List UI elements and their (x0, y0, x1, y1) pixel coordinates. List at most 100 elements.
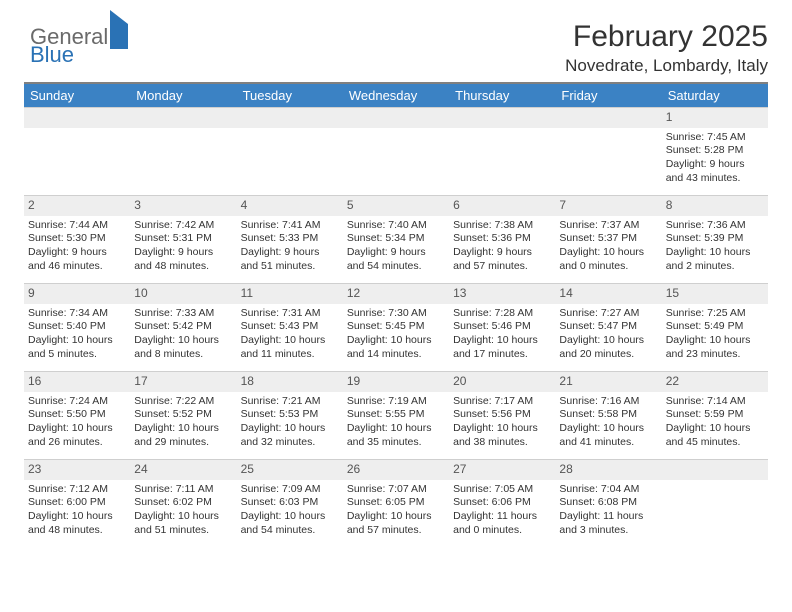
sunrise-text: Sunrise: 7:09 AM (241, 483, 339, 497)
day-body: Sunrise: 7:38 AMSunset: 5:36 PMDaylight:… (449, 216, 555, 278)
day-cell: 5Sunrise: 7:40 AMSunset: 5:34 PMDaylight… (343, 195, 449, 279)
day-body: Sunrise: 7:04 AMSunset: 6:08 PMDaylight:… (555, 480, 661, 542)
sunrise-text: Sunrise: 7:25 AM (666, 307, 764, 321)
daylight-text: Daylight: 11 hours and 0 minutes. (453, 510, 551, 537)
day-number: 17 (130, 371, 236, 392)
day-cell (662, 459, 768, 543)
sunrise-text: Sunrise: 7:16 AM (559, 395, 657, 409)
brand-logo: General Blue (30, 26, 128, 66)
daylight-text: Daylight: 10 hours and 54 minutes. (241, 510, 339, 537)
daylight-text: Daylight: 10 hours and 29 minutes. (134, 422, 232, 449)
day-cell: 1Sunrise: 7:45 AMSunset: 5:28 PMDaylight… (662, 107, 768, 191)
day-number: 21 (555, 371, 661, 392)
day-number: 23 (24, 459, 130, 480)
day-body: Sunrise: 7:14 AMSunset: 5:59 PMDaylight:… (662, 392, 768, 454)
day-cell (449, 107, 555, 191)
daylight-text: Daylight: 10 hours and 35 minutes. (347, 422, 445, 449)
daylight-text: Daylight: 10 hours and 51 minutes. (134, 510, 232, 537)
day-cell: 11Sunrise: 7:31 AMSunset: 5:43 PMDayligh… (237, 283, 343, 367)
day-body: Sunrise: 7:11 AMSunset: 6:02 PMDaylight:… (130, 480, 236, 542)
day-number (662, 459, 768, 480)
day-body: Sunrise: 7:07 AMSunset: 6:05 PMDaylight:… (343, 480, 449, 542)
day-number (237, 107, 343, 128)
sunset-text: Sunset: 5:45 PM (347, 320, 445, 334)
daylight-text: Daylight: 10 hours and 45 minutes. (666, 422, 764, 449)
sunset-text: Sunset: 5:49 PM (666, 320, 764, 334)
sunset-text: Sunset: 6:02 PM (134, 496, 232, 510)
dow-monday: Monday (130, 84, 236, 107)
day-cell: 27 Sunrise: 7:05 AMSunset: 6:06 PMDayligh… (449, 459, 555, 543)
day-cell (24, 107, 130, 191)
day-body: Sunrise: 7:17 AMSunset: 5:56 PMDaylight:… (449, 392, 555, 454)
sunset-text: Sunset: 5:52 PM (134, 408, 232, 422)
day-body: Sunrise: 7:45 AMSunset: 5:28 PMDaylight:… (662, 128, 768, 190)
sunset-text: Sunset: 6:06 PM (453, 496, 551, 510)
day-body: Sunrise: 7:37 AMSunset: 5:37 PMDaylight:… (555, 216, 661, 278)
day-cell: 25Sunrise: 7:09 AMSunset: 6:03 PMDayligh… (237, 459, 343, 543)
sunset-text: Sunset: 5:39 PM (666, 232, 764, 246)
page-title: February 2025 (565, 20, 768, 54)
dow-wednesday: Wednesday (343, 84, 449, 107)
day-cell: 22Sunrise: 7:14 AMSunset: 5:59 PMDayligh… (662, 371, 768, 455)
daylight-text: Daylight: 10 hours and 8 minutes. (134, 334, 232, 361)
sunrise-text: Sunrise: 7:38 AM (453, 219, 551, 233)
day-number: 27 (449, 459, 555, 480)
daylight-text: Daylight: 10 hours and 11 minutes. (241, 334, 339, 361)
daylight-text: Daylight: 9 hours and 48 minutes. (134, 246, 232, 273)
sunrise-text: Sunrise: 7:34 AM (28, 307, 126, 321)
day-cell: 28Sunrise: 7:04 AMSunset: 6:08 PMDayligh… (555, 459, 661, 543)
day-number (130, 107, 236, 128)
sunset-text: Sunset: 5:37 PM (559, 232, 657, 246)
daylight-text: Daylight: 10 hours and 23 minutes. (666, 334, 764, 361)
sunrise-text: Sunrise: 7:40 AM (347, 219, 445, 233)
day-number: 13 (449, 283, 555, 304)
sunset-text: Sunset: 5:50 PM (28, 408, 126, 422)
day-number: 24 (130, 459, 236, 480)
day-number: 18 (237, 371, 343, 392)
sunrise-text: Sunrise: 7:14 AM (666, 395, 764, 409)
day-cell: 12Sunrise: 7:30 AMSunset: 5:45 PMDayligh… (343, 283, 449, 367)
sunset-text: Sunset: 6:03 PM (241, 496, 339, 510)
daylight-text: Daylight: 10 hours and 2 minutes. (666, 246, 764, 273)
week-row: 2Sunrise: 7:44 AMSunset: 5:30 PMDaylight… (24, 195, 768, 279)
dow-sunday: Sunday (24, 84, 130, 107)
sunrise-text: Sunrise: 7:27 AM (559, 307, 657, 321)
sunset-text: Sunset: 5:28 PM (666, 144, 764, 158)
sunset-text: Sunset: 5:46 PM (453, 320, 551, 334)
day-cell: 23Sunrise: 7:12 AMSunset: 6:00 PMDayligh… (24, 459, 130, 543)
sunset-text: Sunset: 5:58 PM (559, 408, 657, 422)
day-cell: 3Sunrise: 7:42 AMSunset: 5:31 PMDaylight… (130, 195, 236, 279)
daylight-text: Daylight: 10 hours and 20 minutes. (559, 334, 657, 361)
day-body: Sunrise: 7:31 AMSunset: 5:43 PMDaylight:… (237, 304, 343, 366)
sunset-text: Sunset: 5:42 PM (134, 320, 232, 334)
day-cell: 15 Sunrise: 7:25 AMSunset: 5:49 PMDayligh… (662, 283, 768, 367)
dow-header-row: Sunday Monday Tuesday Wednesday Thursday… (24, 84, 768, 107)
dow-thursday: Thursday (449, 84, 555, 107)
week-row: 23Sunrise: 7:12 AMSunset: 6:00 PMDayligh… (24, 459, 768, 543)
sunrise-text: Sunrise: 7:05 AM (453, 483, 551, 497)
sunset-text: Sunset: 6:00 PM (28, 496, 126, 510)
sunrise-text: Sunrise: 7:11 AM (134, 483, 232, 497)
day-body: Sunrise: 7:40 AMSunset: 5:34 PMDaylight:… (343, 216, 449, 278)
day-number: 22 (662, 371, 768, 392)
day-number: 10 (130, 283, 236, 304)
day-body: Sunrise: 7:44 AMSunset: 5:30 PMDaylight:… (24, 216, 130, 278)
sunrise-text: Sunrise: 7:31 AM (241, 307, 339, 321)
week-row: 1Sunrise: 7:45 AMSunset: 5:28 PMDaylight… (24, 107, 768, 191)
sunrise-text: Sunrise: 7:24 AM (28, 395, 126, 409)
day-number: 4 (237, 195, 343, 216)
day-body: Sunrise: 7:09 AMSunset: 6:03 PMDaylight:… (237, 480, 343, 542)
day-cell (130, 107, 236, 191)
day-cell: 8Sunrise: 7:36 AMSunset: 5:39 PMDaylight… (662, 195, 768, 279)
day-body: Sunrise: 7:22 AMSunset: 5:52 PMDaylight:… (130, 392, 236, 454)
sunrise-text: Sunrise: 7:30 AM (347, 307, 445, 321)
day-cell: 13Sunrise: 7:28 AMSunset: 5:46 PMDayligh… (449, 283, 555, 367)
dow-saturday: Saturday (662, 84, 768, 107)
day-body: Sunrise: 7:41 AMSunset: 5:33 PMDaylight:… (237, 216, 343, 278)
day-number: 12 (343, 283, 449, 304)
daylight-text: Daylight: 10 hours and 5 minutes. (28, 334, 126, 361)
sunrise-text: Sunrise: 7:33 AM (134, 307, 232, 321)
day-cell: 17Sunrise: 7:22 AMSunset: 5:52 PMDayligh… (130, 371, 236, 455)
day-number: 15 (662, 283, 768, 304)
day-body: Sunrise: 7:28 AMSunset: 5:46 PMDaylight:… (449, 304, 555, 366)
